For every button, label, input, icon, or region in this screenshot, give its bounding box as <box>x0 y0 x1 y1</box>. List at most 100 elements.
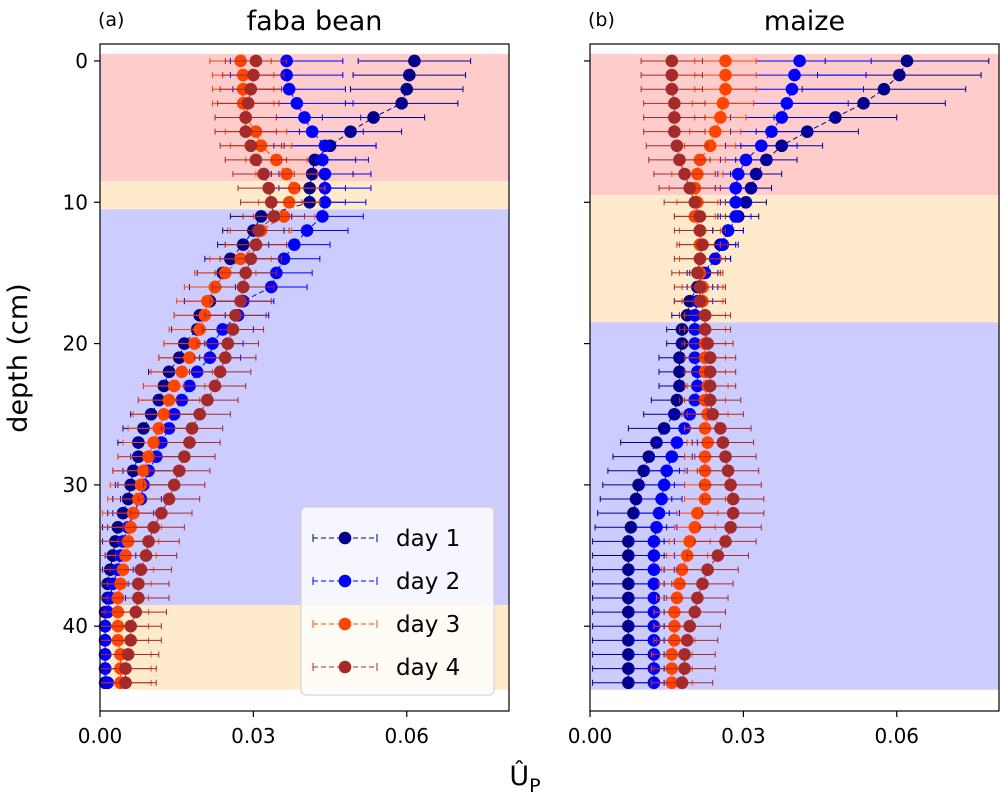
data-point <box>780 97 794 110</box>
data-point <box>213 365 227 379</box>
data-point <box>719 68 732 82</box>
data-point <box>175 365 189 379</box>
data-point <box>124 634 137 647</box>
data-point <box>647 549 661 562</box>
data-point <box>188 337 201 350</box>
data-point <box>678 648 691 661</box>
data-point <box>178 450 191 463</box>
data-point <box>162 492 176 506</box>
data-point <box>367 111 380 124</box>
data-point <box>622 535 635 548</box>
data-point <box>152 422 166 435</box>
data-point <box>708 125 722 138</box>
data-point <box>622 549 635 562</box>
y-tick-label: 40 <box>63 614 88 638</box>
data-point <box>675 676 689 690</box>
data-point <box>721 464 735 478</box>
data-point <box>183 436 196 449</box>
data-point <box>252 224 265 237</box>
data-point <box>726 506 740 520</box>
data-point <box>683 181 696 195</box>
data-point <box>624 520 638 534</box>
data-point <box>683 535 696 548</box>
data-point <box>660 464 673 478</box>
data-point <box>691 506 704 520</box>
data-point <box>408 54 421 68</box>
data-point <box>622 591 635 605</box>
data-point <box>642 450 656 463</box>
data-point <box>785 82 799 96</box>
data-point <box>262 181 276 195</box>
x-axis-label-sub: P <box>529 775 540 797</box>
data-point <box>305 125 319 138</box>
x-tick-label: 0.03 <box>231 724 276 748</box>
series-day-4-a <box>99 54 305 690</box>
data-point <box>693 252 707 266</box>
data-point <box>637 464 650 478</box>
data-point <box>693 210 707 223</box>
data-point <box>665 68 679 82</box>
data-point <box>724 478 737 492</box>
data-point <box>316 210 329 223</box>
series-day-4-b <box>640 54 765 690</box>
legend-marker <box>338 531 352 545</box>
data-point <box>726 492 740 506</box>
panel-maize: 0.00 0.03 0.06 maize (b) <box>568 6 1000 748</box>
data-point <box>318 167 332 181</box>
data-point <box>403 68 416 82</box>
data-point <box>239 266 253 280</box>
chart-title-b: maize <box>764 6 845 37</box>
panel-label-a: (a) <box>98 9 124 31</box>
data-point <box>673 379 686 393</box>
data-point <box>318 139 332 153</box>
data-point <box>632 478 645 492</box>
legend: day 1 day 2 day 3 day 4 <box>300 506 495 696</box>
data-point <box>729 195 743 209</box>
data-point <box>139 549 153 562</box>
data-point <box>241 97 255 110</box>
legend-marker <box>338 617 352 631</box>
data-point <box>201 294 214 308</box>
data-point <box>793 54 806 68</box>
legend-label: day 4 <box>396 655 460 681</box>
data-point <box>132 577 145 591</box>
panel-label-b: (b) <box>588 9 615 31</box>
data-point <box>236 280 250 294</box>
data-point <box>622 577 635 591</box>
data-point <box>696 238 709 251</box>
y-tick-label: 0 <box>75 49 88 73</box>
data-point <box>129 605 143 619</box>
data-point <box>142 535 155 548</box>
data-point <box>719 54 732 68</box>
data-point <box>703 379 717 393</box>
chart-title-a: faba bean <box>247 6 383 37</box>
data-point <box>711 549 725 562</box>
data-point <box>201 393 214 407</box>
data-point <box>670 436 684 449</box>
data-point <box>290 97 304 110</box>
data-point <box>703 351 717 365</box>
data-point <box>647 591 661 605</box>
data-point <box>703 393 717 407</box>
x-axis-label-main: Û <box>509 760 529 792</box>
data-point <box>714 111 727 124</box>
data-point <box>622 563 635 576</box>
x-tick-label: 0.06 <box>874 724 919 748</box>
data-point <box>119 662 132 675</box>
data-point <box>155 506 168 520</box>
data-point <box>647 535 661 548</box>
data-point <box>691 266 704 280</box>
data-point <box>703 365 717 379</box>
data-point <box>693 294 707 308</box>
data-point <box>622 605 635 619</box>
data-point <box>277 252 291 266</box>
data-point <box>300 224 314 237</box>
legend-label: day 3 <box>396 612 460 638</box>
data-point <box>678 662 691 675</box>
data-point <box>739 153 753 167</box>
legend-entry-day-1: day 1 <box>312 526 460 552</box>
data-point <box>244 139 258 153</box>
data-point <box>162 393 176 407</box>
data-point <box>701 337 714 350</box>
